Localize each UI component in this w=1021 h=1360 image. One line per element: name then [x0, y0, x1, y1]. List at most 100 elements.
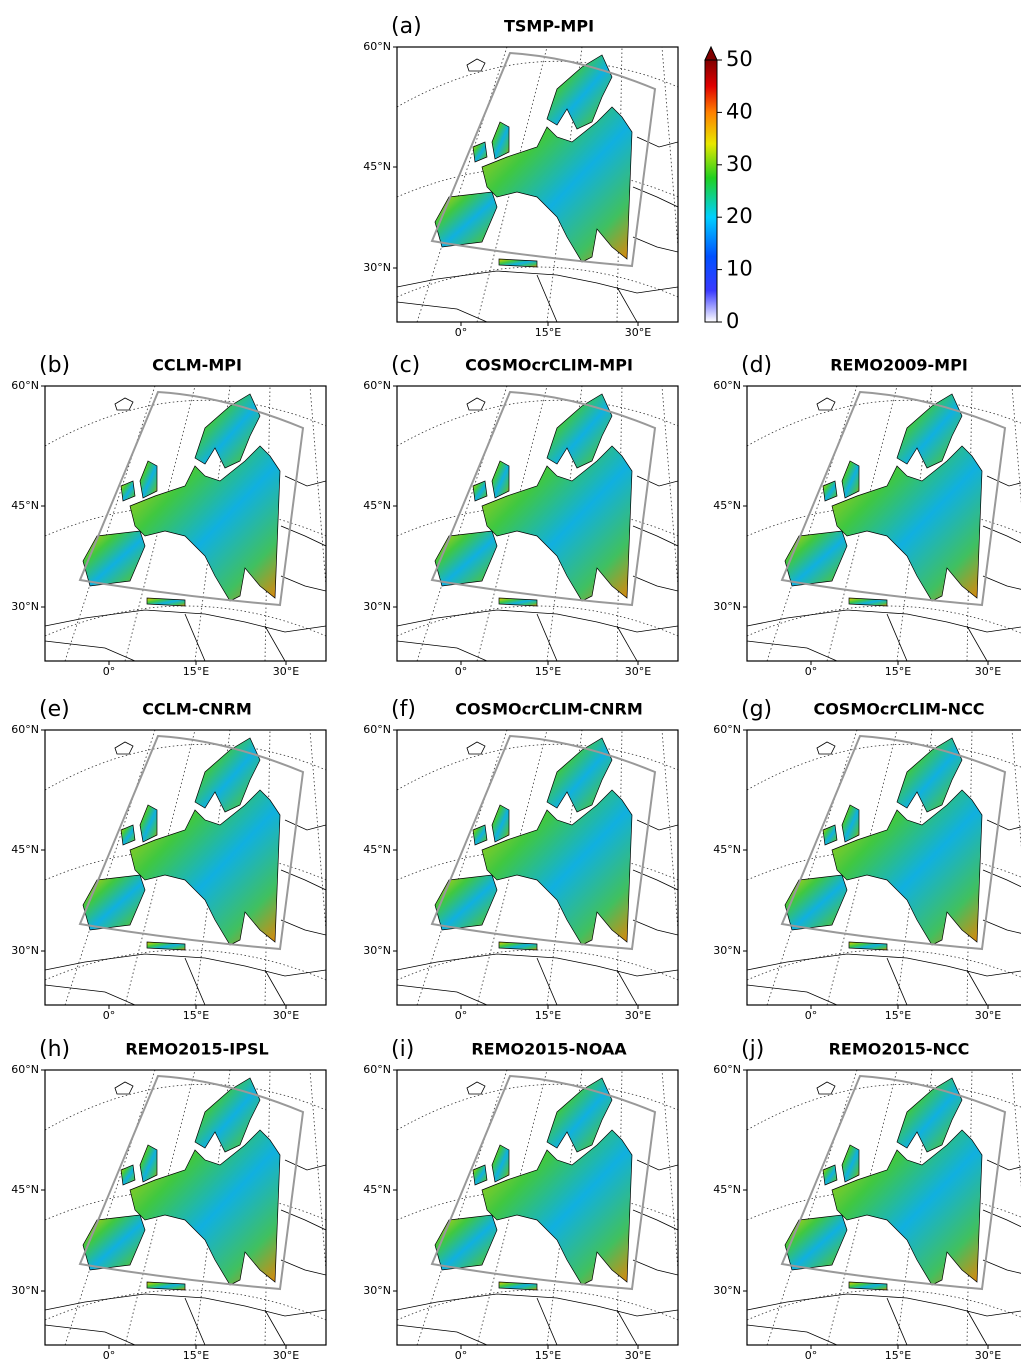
map-content [45, 730, 326, 1005]
panel-letter: (c) [391, 353, 420, 378]
coastline [637, 137, 678, 147]
coastline [281, 1260, 326, 1275]
lat-label: 45°N [713, 499, 741, 512]
coastline [467, 1082, 485, 1094]
panel-title: REMO2009-MPI [830, 356, 968, 375]
panel-letter: (g) [741, 697, 772, 722]
coastline [115, 1082, 133, 1094]
coastline [987, 476, 1021, 486]
land-field [435, 875, 497, 930]
coastline [747, 954, 1021, 976]
lat-label: 45°N [713, 1183, 741, 1196]
lon-label: 30°E [975, 1009, 1001, 1022]
graticule [1012, 386, 1021, 586]
coastline [983, 526, 1021, 546]
map-panel: (i)REMO2015-NOAA60°N45°N30°N0°15°E30°E [363, 1037, 678, 1360]
coastline [467, 398, 485, 410]
graticule [662, 386, 678, 586]
coastline [45, 1325, 135, 1345]
land-field [785, 875, 847, 930]
lon-label: 15°E [535, 326, 561, 339]
coastline [983, 1210, 1021, 1230]
coastline [983, 920, 1021, 935]
lon-label: 30°E [273, 665, 299, 678]
graticule [747, 1084, 1021, 1130]
colorbar-tick-label: 20 [726, 204, 753, 228]
panel-title: CCLM-MPI [152, 356, 242, 375]
lon-label: 0° [455, 326, 468, 339]
panel-letter: (b) [39, 353, 70, 378]
coastline [397, 1325, 487, 1345]
land-field [140, 1145, 157, 1182]
panel-letter: (a) [391, 14, 422, 39]
map-content [45, 1070, 326, 1345]
coastline [285, 1160, 326, 1170]
land-field [435, 192, 497, 247]
lat-label: 30°N [11, 944, 39, 957]
lon-label: 0° [805, 665, 818, 678]
lat-label: 60°N [713, 379, 741, 392]
lat-label: 60°N [363, 723, 391, 736]
figure: (a)TSMP-MPI60°N45°N30°N0°15°E30°E(b)CCLM… [0, 0, 1021, 1360]
lon-label: 30°E [625, 1009, 651, 1022]
graticule [747, 950, 1021, 980]
coastline [467, 59, 485, 71]
lat-label: 60°N [11, 723, 39, 736]
map-content [397, 47, 678, 322]
coastline [747, 1294, 1021, 1316]
land-field [499, 942, 537, 950]
map-panel: (c)COSMOcrCLIM-MPI60°N45°N30°N0°15°E30°E [363, 353, 678, 678]
land-field [842, 805, 859, 842]
coastline [887, 1298, 907, 1345]
lat-label: 60°N [713, 1063, 741, 1076]
land-field [492, 805, 509, 842]
lat-label: 45°N [363, 160, 391, 173]
colorbar [705, 60, 717, 322]
land-field [499, 598, 537, 606]
map-content [397, 1070, 678, 1345]
lat-label: 30°N [363, 261, 391, 274]
coastline [987, 1160, 1021, 1170]
lat-label: 60°N [11, 379, 39, 392]
lon-label: 0° [805, 1349, 818, 1360]
coastline [747, 641, 837, 661]
lon-label: 0° [455, 1349, 468, 1360]
graticule [747, 400, 1021, 446]
panel-letter: (j) [741, 1037, 764, 1062]
lon-label: 30°E [625, 1349, 651, 1360]
land-field [140, 805, 157, 842]
lon-label: 15°E [183, 1349, 209, 1360]
map-panel: (f)COSMOcrCLIM-CNRM60°N45°N30°N0°15°E30°… [363, 697, 678, 1022]
land-field [83, 875, 145, 930]
lat-label: 60°N [363, 40, 391, 53]
land-field [147, 1282, 185, 1290]
coastline [397, 985, 487, 1005]
land-field [147, 942, 185, 950]
coastline [817, 742, 835, 754]
land-field [785, 531, 847, 586]
colorbar-extend [705, 47, 717, 60]
coastline [983, 576, 1021, 591]
land-field [823, 481, 837, 501]
coastline [633, 1260, 678, 1275]
panel-letter: (h) [39, 1037, 70, 1062]
land-field [499, 1282, 537, 1290]
graticule [1012, 730, 1021, 930]
colorbar-tick-label: 0 [726, 309, 739, 333]
graticule [747, 1290, 1021, 1320]
panel-letter: (i) [391, 1037, 414, 1062]
land-field [492, 461, 509, 498]
graticule [662, 730, 678, 930]
lon-label: 30°E [625, 326, 651, 339]
land-field [473, 142, 487, 162]
lat-label: 60°N [363, 1063, 391, 1076]
colorbar-tick-label: 40 [726, 99, 753, 123]
map-content [397, 730, 678, 1005]
coastline [987, 820, 1021, 830]
land-field [849, 1282, 887, 1290]
land-field [842, 1145, 859, 1182]
colorbar-tick-label: 30 [726, 152, 753, 176]
lat-label: 45°N [363, 1183, 391, 1196]
coastline [633, 920, 678, 935]
